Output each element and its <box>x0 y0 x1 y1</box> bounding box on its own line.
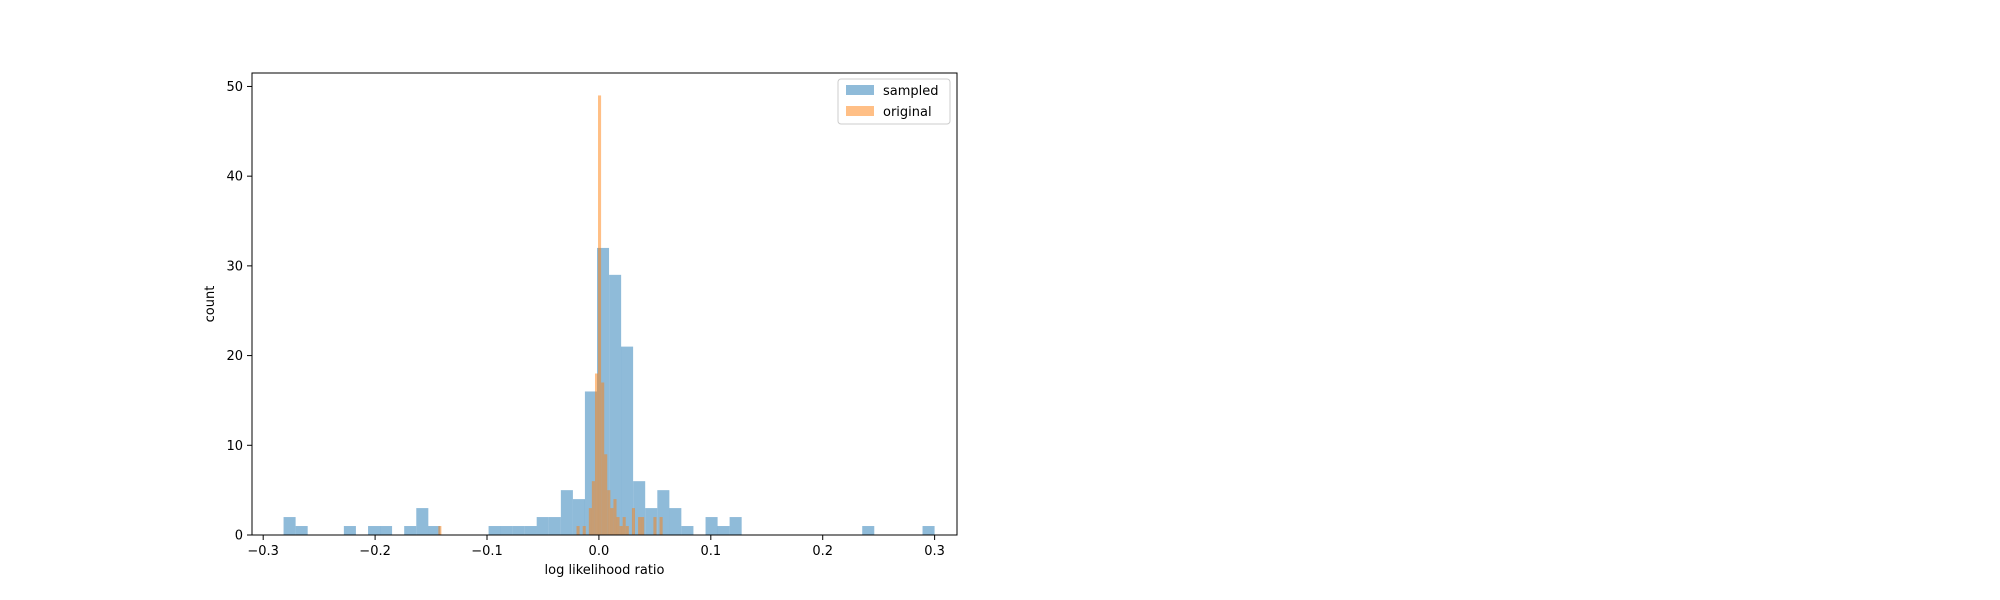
x-tick-label: 0.3 <box>924 544 945 559</box>
bar-sampled <box>488 526 501 535</box>
bar-sampled <box>705 517 718 535</box>
legend-label-original: original <box>883 105 932 120</box>
bar-sampled <box>548 517 561 535</box>
bar-sampled <box>428 526 441 535</box>
bar-original <box>659 517 663 535</box>
y-tick-label: 30 <box>226 259 243 274</box>
bar-sampled <box>621 346 634 535</box>
y-tick-label: 0 <box>235 529 243 544</box>
bar-sampled <box>560 490 573 535</box>
legend-swatch-original <box>846 106 874 116</box>
bar-sampled <box>657 490 670 535</box>
bar-original <box>638 517 642 535</box>
x-tick-label: −0.1 <box>471 544 503 559</box>
bar-sampled <box>404 526 417 535</box>
bar-original <box>631 508 635 535</box>
bar-sampled <box>669 508 682 535</box>
y-tick-label: 40 <box>226 170 243 185</box>
bar-original <box>622 517 626 535</box>
bar-original <box>576 526 580 535</box>
legend: sampled original <box>837 78 951 125</box>
x-axis: −0.3 −0.2 −0.1 0.0 0.1 0.2 0.3 <box>247 535 945 559</box>
x-tick-label: 0.2 <box>812 544 833 559</box>
bar-original <box>438 526 442 535</box>
bar-sampled <box>416 508 429 535</box>
bar-sampled <box>729 517 742 535</box>
bar-sampled <box>922 526 935 535</box>
bar-original <box>613 499 617 535</box>
bar-sampled <box>380 526 393 535</box>
bar-sampled <box>343 526 356 535</box>
bar-sampled <box>368 526 381 535</box>
bar-sampled <box>717 526 730 535</box>
bar-sampled <box>295 526 308 535</box>
bar-sampled <box>536 517 549 535</box>
bar-sampled <box>572 499 585 535</box>
bar-original <box>619 526 623 535</box>
y-axis: 0 10 20 30 40 50 <box>226 80 252 544</box>
bar-sampled <box>609 274 622 535</box>
plot-frame <box>251 72 958 536</box>
bar-original <box>594 373 599 535</box>
x-axis-label: log likelihood ratio <box>545 563 665 578</box>
bar-original <box>591 481 595 535</box>
y-tick-label: 10 <box>226 439 243 454</box>
bar-original <box>598 95 602 536</box>
legend-label-sampled: sampled <box>883 84 939 99</box>
bar-original <box>582 526 586 535</box>
bar-sampled <box>524 526 537 535</box>
x-tick-label: −0.3 <box>247 544 279 559</box>
bar-original <box>653 517 657 535</box>
bars-layer <box>283 95 935 536</box>
bar-original <box>625 526 629 535</box>
y-tick-label: 50 <box>226 80 243 95</box>
bar-sampled <box>862 526 875 535</box>
series-original <box>438 95 663 536</box>
bar-original <box>604 454 608 535</box>
bar-original <box>610 508 614 535</box>
bar-original <box>607 490 611 535</box>
x-tick-label: 0.0 <box>589 544 610 559</box>
legend-swatch-sampled <box>846 85 874 95</box>
bar-sampled <box>681 526 694 535</box>
x-tick-label: 0.1 <box>700 544 721 559</box>
bar-original <box>641 517 645 535</box>
y-axis-label: count <box>203 286 218 323</box>
x-tick-label: −0.2 <box>359 544 391 559</box>
y-tick-label: 20 <box>226 349 243 364</box>
bar-original <box>601 382 605 535</box>
bar-sampled <box>283 517 296 535</box>
bar-sampled <box>500 526 513 535</box>
bar-original <box>588 508 592 535</box>
bar-original <box>616 517 620 535</box>
bar-sampled <box>512 526 525 535</box>
